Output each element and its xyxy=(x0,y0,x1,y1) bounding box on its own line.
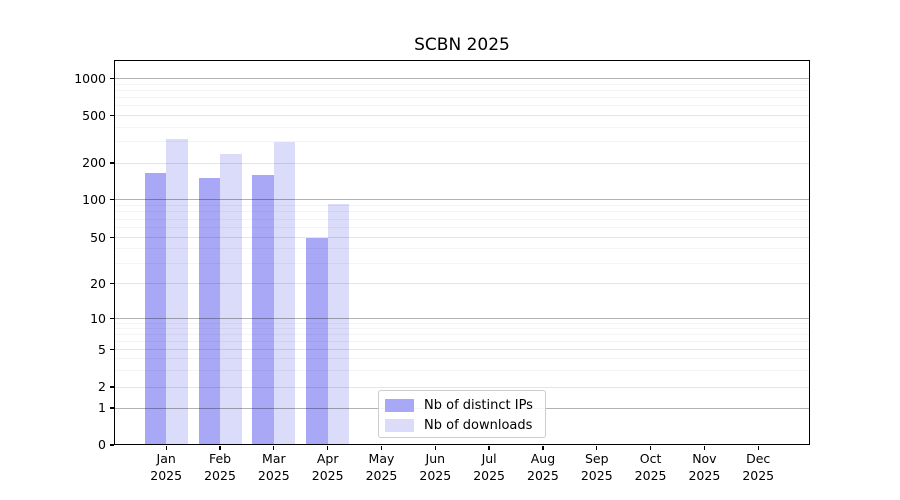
gridline-600 xyxy=(115,105,809,107)
y-tick-mark-5 xyxy=(110,348,114,351)
y-tick-label-1000: 1000 xyxy=(74,70,106,86)
y-tick-label-50: 50 xyxy=(90,229,106,245)
y-tick-mark-0 xyxy=(110,444,114,446)
gridline-7 xyxy=(115,333,809,335)
bar-nb-of-downloads-feb xyxy=(220,153,242,445)
x-tick-mark-feb xyxy=(219,446,221,450)
y-tick-label-5: 5 xyxy=(98,341,106,357)
gridline-10 xyxy=(115,318,809,319)
y-tick-mark-100 xyxy=(110,198,114,201)
x-tick-label-jul: Jul 2025 xyxy=(473,451,506,483)
gridline-900 xyxy=(115,83,809,85)
bar-nb-of-downloads-jan xyxy=(166,138,188,445)
gridline-9 xyxy=(115,322,809,324)
gridline-200 xyxy=(115,162,809,164)
gridline-80 xyxy=(115,211,809,213)
gridline-2 xyxy=(115,386,809,388)
x-tick-label-oct: Oct 2025 xyxy=(634,451,667,483)
gridline-50 xyxy=(115,237,809,238)
bar-nb-of-distinct-ips-mar xyxy=(252,174,274,445)
x-tick-mark-dec xyxy=(757,446,759,450)
x-tick-label-jan: Jan 2025 xyxy=(150,451,183,483)
x-tick-mark-jun xyxy=(434,446,436,450)
x-tick-mark-jul xyxy=(488,446,490,450)
x-tick-label-dec: Dec 2025 xyxy=(742,451,775,483)
y-tick-label-0: 0 xyxy=(98,437,106,452)
y-tick-mark-10 xyxy=(110,317,114,320)
y-tick-mark-500 xyxy=(110,114,114,117)
gridline-500 xyxy=(115,115,809,116)
gridline-300 xyxy=(115,141,809,143)
y-tick-label-1: 1 xyxy=(98,400,106,415)
y-tick-label-200: 200 xyxy=(82,155,106,170)
gridline-100 xyxy=(115,199,809,200)
x-tick-mark-mar xyxy=(273,446,275,450)
bar-nb-of-downloads-apr xyxy=(327,204,350,445)
gridline-8 xyxy=(115,327,809,329)
x-tick-label-mar: Mar 2025 xyxy=(257,451,290,483)
legend-label-distinct-ips: Nb of distinct IPs xyxy=(424,398,533,413)
legend-row-downloads: Nb of downloads xyxy=(385,416,539,435)
y-tick-label-2: 2 xyxy=(98,379,106,394)
y-tick-label-100: 100 xyxy=(82,191,106,207)
gridline-800 xyxy=(115,89,809,91)
chart-title: SCBN 2025 xyxy=(414,35,510,55)
x-tick-label-aug: Aug 2025 xyxy=(527,451,559,483)
bar-nb-of-downloads-mar xyxy=(273,141,296,445)
x-tick-label-nov: Nov 2025 xyxy=(688,451,721,483)
gridline-1000 xyxy=(115,78,809,79)
gridline-3 xyxy=(115,369,809,371)
x-tick-mark-aug xyxy=(542,446,544,450)
y-tick-label-10: 10 xyxy=(90,310,106,326)
legend-label-downloads: Nb of downloads xyxy=(424,418,533,433)
gridline-6 xyxy=(115,340,809,342)
y-tick-mark-200 xyxy=(110,162,114,164)
y-tick-mark-2 xyxy=(110,386,114,388)
y-tick-mark-20 xyxy=(110,282,114,285)
y-tick-label-20: 20 xyxy=(90,275,106,291)
y-tick-mark-1 xyxy=(110,407,114,409)
legend: Nb of distinct IPs Nb of downloads xyxy=(378,390,546,438)
gridline-40 xyxy=(115,248,809,250)
gridline-20 xyxy=(115,283,809,284)
x-tick-mark-apr xyxy=(327,446,329,450)
x-tick-mark-jan xyxy=(165,446,167,450)
gridline-60 xyxy=(115,227,809,228)
x-tick-label-apr: Apr 2025 xyxy=(311,451,344,483)
gridline-700 xyxy=(115,97,809,99)
y-tick-mark-50 xyxy=(110,236,114,239)
x-tick-label-jun: Jun 2025 xyxy=(419,451,452,483)
gridline-30 xyxy=(115,262,809,264)
y-tick-label-500: 500 xyxy=(82,107,106,123)
x-tick-label-sep: Sep 2025 xyxy=(580,451,613,483)
bar-nb-of-distinct-ips-feb xyxy=(198,178,221,445)
legend-swatch-downloads xyxy=(385,419,414,432)
gridline-70 xyxy=(115,218,809,220)
gridline-90 xyxy=(115,204,809,206)
x-tick-mark-sep xyxy=(596,446,598,450)
bar-nb-of-distinct-ips-jan xyxy=(144,173,167,445)
gridline-5 xyxy=(115,349,809,350)
bar-nb-of-distinct-ips-apr xyxy=(306,237,328,445)
x-tick-mark-may xyxy=(380,446,383,450)
legend-row-distinct-ips: Nb of distinct IPs xyxy=(385,396,539,415)
gridline-400 xyxy=(115,126,809,128)
x-tick-mark-oct xyxy=(649,446,652,450)
x-tick-label-feb: Feb 2025 xyxy=(204,451,236,483)
x-tick-label-may: May 2025 xyxy=(365,451,398,483)
legend-swatch-distinct-ips xyxy=(385,399,414,412)
y-tick-mark-1000 xyxy=(110,77,114,80)
x-tick-mark-nov xyxy=(703,446,706,450)
gridline-4 xyxy=(115,358,809,360)
